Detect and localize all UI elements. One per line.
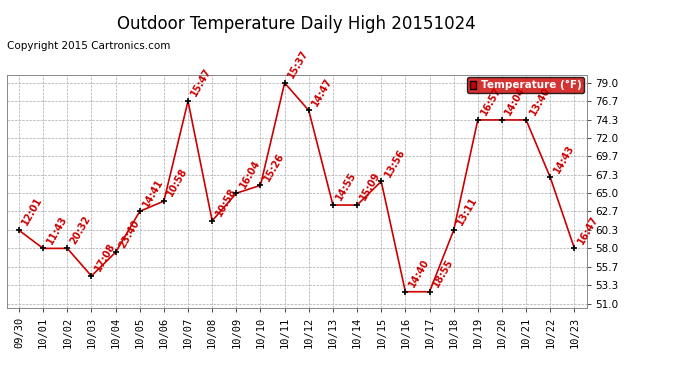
Text: 11:43: 11:43: [45, 214, 69, 246]
Text: 12:01: 12:01: [21, 196, 45, 228]
Text: 16:04: 16:04: [238, 159, 262, 190]
Text: 16:57: 16:57: [480, 85, 504, 117]
Text: 10:58: 10:58: [166, 166, 190, 198]
Legend: Temperature (°F): Temperature (°F): [467, 77, 584, 93]
Text: 15:37: 15:37: [286, 48, 310, 80]
Text: 20:32: 20:32: [69, 214, 93, 246]
Text: 13:56: 13:56: [383, 147, 407, 178]
Text: 16:47: 16:47: [576, 214, 600, 246]
Text: 17:08: 17:08: [93, 241, 117, 273]
Text: 13:11: 13:11: [455, 196, 480, 228]
Text: Copyright 2015 Cartronics.com: Copyright 2015 Cartronics.com: [7, 41, 170, 51]
Text: 15:26: 15:26: [262, 151, 286, 183]
Text: 14:40: 14:40: [407, 257, 431, 289]
Text: Outdoor Temperature Daily High 20151024: Outdoor Temperature Daily High 20151024: [117, 15, 476, 33]
Text: 23:40: 23:40: [117, 218, 141, 249]
Text: 14:43: 14:43: [552, 143, 576, 175]
Text: 13:40: 13:40: [528, 85, 552, 117]
Text: 14:04: 14:04: [504, 85, 528, 117]
Text: 15:47: 15:47: [190, 66, 214, 98]
Text: 15:09: 15:09: [359, 170, 383, 202]
Text: 14:47: 14:47: [310, 76, 335, 108]
Text: 10:58: 10:58: [214, 186, 238, 218]
Text: 18:55: 18:55: [431, 257, 455, 289]
Text: 14:41: 14:41: [141, 177, 166, 209]
Text: 14:55: 14:55: [335, 170, 359, 202]
